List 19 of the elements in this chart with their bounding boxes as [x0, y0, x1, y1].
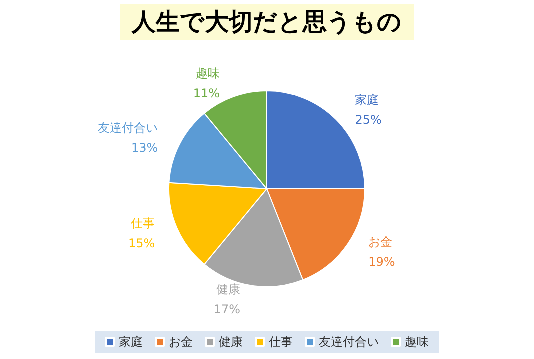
slice-label: 健康: [216, 282, 240, 297]
legend-label: 趣味: [405, 335, 429, 349]
legend-label: 健康: [219, 335, 243, 349]
data-label: 11%: [193, 86, 220, 101]
slice-label: 仕事: [130, 216, 156, 230]
data-label: 15%: [128, 236, 156, 250]
slice-label: 友達付合い: [98, 121, 158, 136]
data-label: 13%: [132, 141, 158, 156]
legend-label: お金: [169, 335, 193, 349]
slice-label: 家庭: [355, 92, 380, 107]
slice-label: 趣味: [196, 66, 220, 81]
legend-label: 仕事: [268, 335, 293, 349]
chart-title: 人生で大切だと思うもの: [131, 8, 402, 36]
data-label: 17%: [214, 302, 240, 317]
slice-label: お金: [368, 234, 393, 249]
legend-label: 友達付合い: [319, 335, 379, 349]
data-label: 19%: [368, 254, 396, 269]
data-label: 25%: [355, 112, 382, 127]
legend-label: 家庭: [119, 335, 143, 349]
